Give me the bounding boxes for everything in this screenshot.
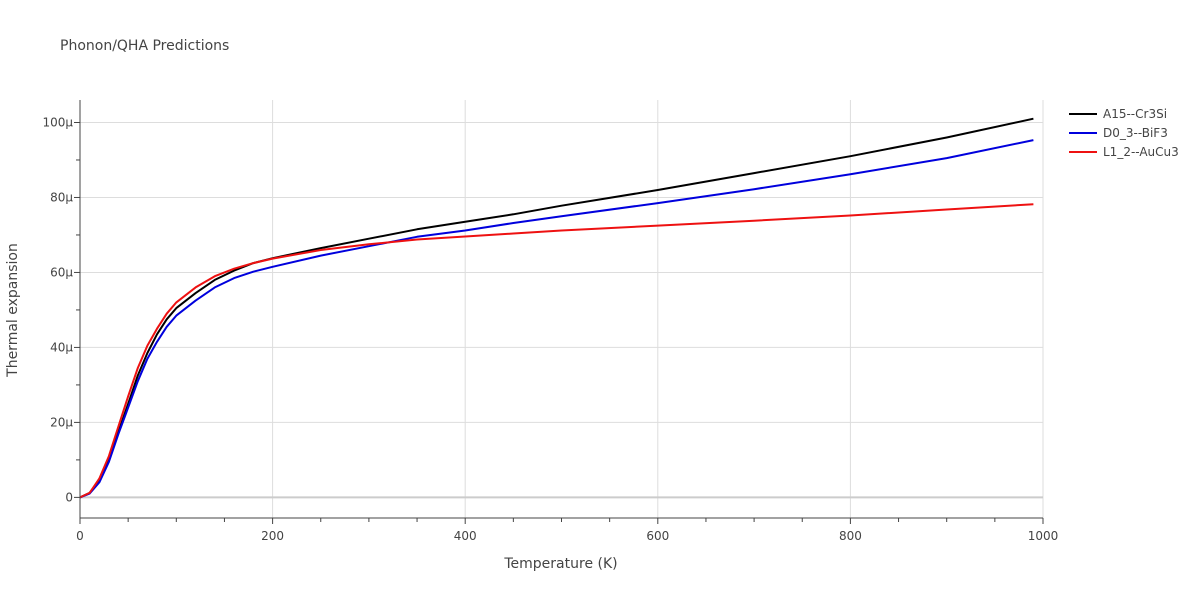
x-tick-label: 600 [646,529,669,543]
y-tick-label: 80µ [50,190,73,204]
y-tick-label: 0 [65,490,73,504]
x-tick-label: 400 [454,529,477,543]
series-line-2 [79,203,1034,499]
legend-label: D0_3--BiF3 [1103,126,1168,140]
axes [74,100,1044,524]
grid-lines [80,100,1044,518]
legend[interactable]: A15--Cr3Si D0_3--BiF3 L1_2--AuCu3 [1069,107,1179,159]
x-tick-labels: 0 200 400 600 800 1000 [76,529,1058,543]
series-line-0 [79,117,1034,499]
y-tick-label: 60µ [50,265,73,279]
legend-label: A15--Cr3Si [1103,107,1167,121]
y-axis-title: Thermal expansion [5,243,21,378]
legend-label: L1_2--AuCu3 [1103,145,1179,159]
x-tick-label: 200 [261,529,284,543]
y-tick-labels: 0 20µ 40µ 60µ 80µ 100µ [42,115,73,504]
series-layer [79,117,1034,499]
x-tick-label: 0 [76,529,84,543]
x-tick-label: 800 [839,529,862,543]
legend-item-0[interactable]: A15--Cr3Si [1069,107,1167,121]
series-line-1 [79,139,1034,499]
y-tick-label: 20µ [50,415,73,429]
y-tick-label: 100µ [42,115,73,129]
x-axis-title: Temperature (K) [503,556,617,572]
x-tick-label: 1000 [1028,529,1059,543]
legend-item-2[interactable]: L1_2--AuCu3 [1069,145,1179,159]
chart-title: Phonon/QHA Predictions [60,38,229,54]
y-tick-label: 40µ [50,340,73,354]
legend-item-1[interactable]: D0_3--BiF3 [1069,126,1168,140]
